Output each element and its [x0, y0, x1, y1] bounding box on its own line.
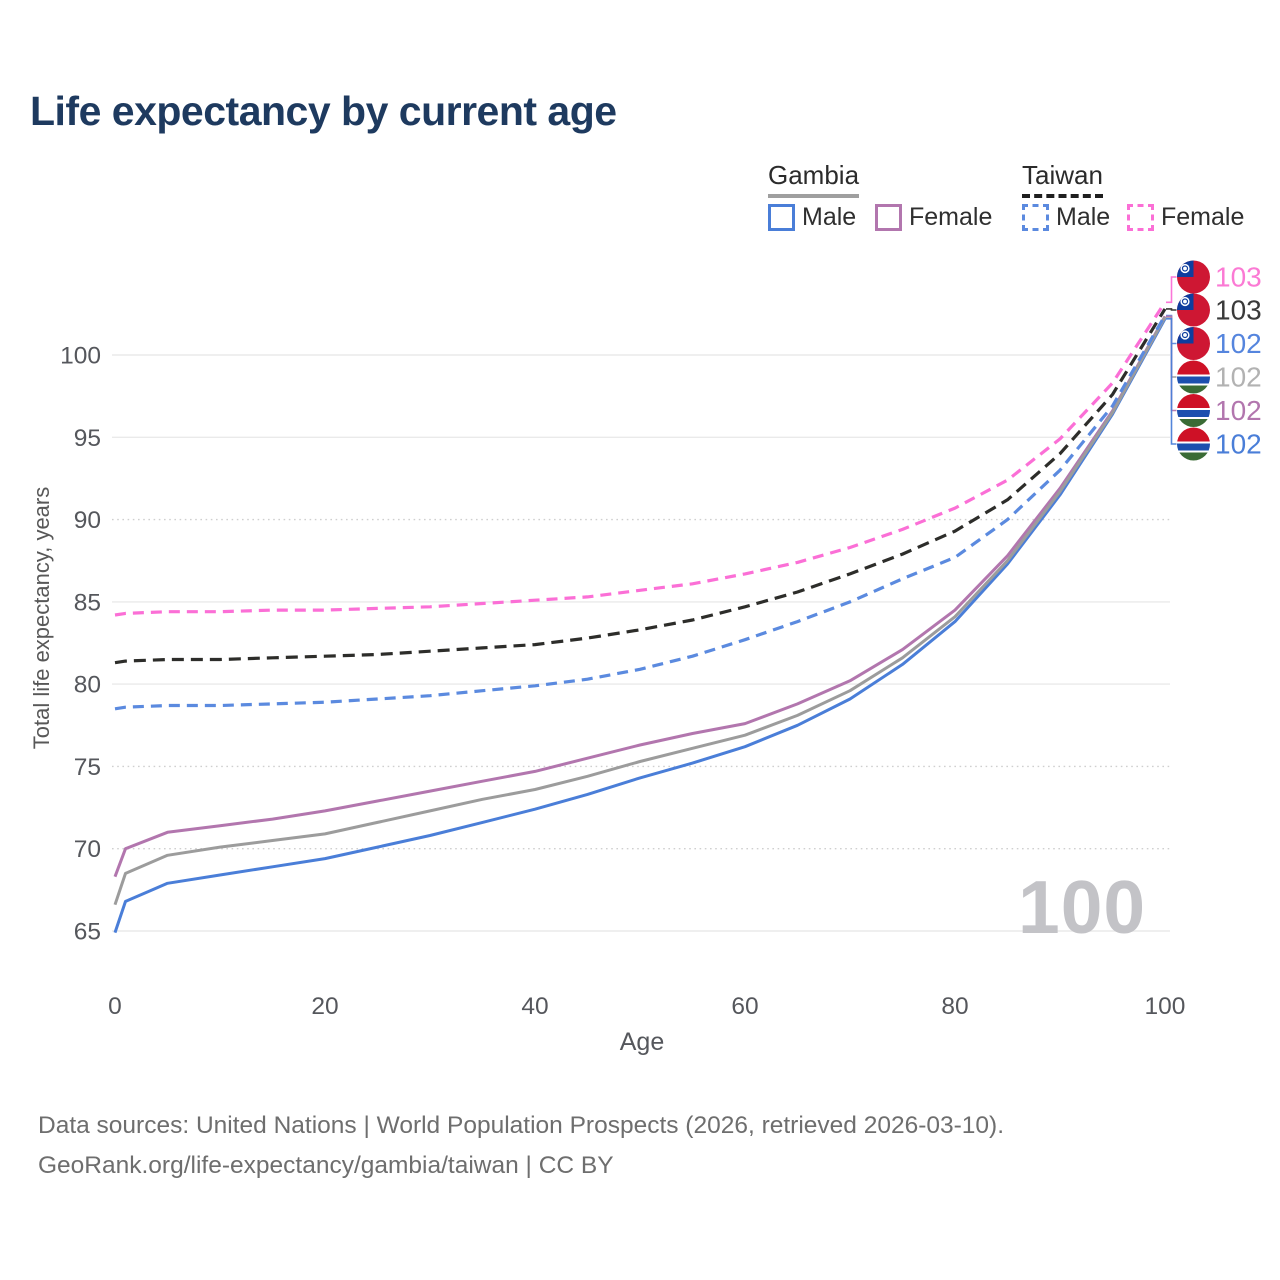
- gambia-male-swatch-icon: [768, 204, 795, 231]
- taiwan-flag-icon: [1177, 327, 1210, 360]
- taiwan-flag-icon: [1177, 260, 1210, 294]
- legend-item-label: Male: [802, 203, 857, 231]
- legend-group-taiwan-header: Taiwan: [1022, 160, 1103, 198]
- series-line-gambia-total[interactable]: [113, 316, 1167, 906]
- footer-data-sources: Data sources: United Nations | World Pop…: [38, 1112, 1005, 1139]
- series-line-gambia-male[interactable]: [113, 318, 1167, 934]
- y-tick-label: 80: [74, 672, 101, 699]
- gambia-flag-icon: [1177, 394, 1210, 427]
- end-value-label: 103: [1215, 295, 1262, 326]
- legend-taiwan-label: Taiwan: [1022, 160, 1103, 198]
- legend-item-taiwan-female[interactable]: Female: [1127, 203, 1244, 232]
- gambia-flag-icon: [1177, 360, 1210, 394]
- footer: Data sources: United Nations | World Pop…: [38, 1106, 1004, 1186]
- x-tick-label: 40: [521, 993, 548, 1020]
- x-tick-label: 0: [108, 993, 122, 1020]
- legend-item-label: Male: [1056, 203, 1111, 231]
- legend-item-label: Female: [909, 203, 993, 231]
- series-line-gambia-female[interactable]: [113, 315, 1167, 878]
- y-tick-label: 75: [74, 754, 101, 781]
- legend-gambia-label: Gambia: [768, 160, 860, 198]
- taiwan-flag-icon: [1177, 293, 1210, 327]
- legend-item-label: Female: [1161, 203, 1245, 231]
- y-tick-label: 65: [74, 919, 101, 946]
- gambia-female-swatch-icon: [875, 204, 902, 231]
- x-tick-label: 20: [311, 993, 338, 1020]
- page-title: Life expectancy by current age: [30, 88, 617, 134]
- y-tick-label: 85: [74, 589, 101, 616]
- label-leader-line: [1166, 276, 1177, 304]
- label-leader-line: [1166, 318, 1177, 445]
- end-value-label: 102: [1215, 395, 1262, 426]
- legend-item-gambia-male[interactable]: Male: [768, 203, 856, 232]
- taiwan-female-swatch-icon: [1127, 204, 1154, 231]
- series-line-taiwan-male[interactable]: [114, 314, 1167, 711]
- end-value-label: 102: [1215, 328, 1262, 359]
- x-axis-title: Age: [619, 1028, 665, 1056]
- y-tick-label: 100: [60, 343, 101, 370]
- gambia-flag-icon: [1177, 427, 1210, 461]
- end-value-label: 102: [1215, 362, 1262, 393]
- legend-group-gambia-header: Gambia: [768, 160, 860, 198]
- end-value-label: 103: [1215, 262, 1262, 293]
- y-tick-label: 70: [74, 836, 101, 863]
- age-watermark: 100: [1018, 865, 1147, 949]
- y-axis-title: Total life expectancy, years: [29, 486, 54, 750]
- label-leader-line: [1166, 308, 1177, 311]
- series-line-taiwan-female[interactable]: [114, 301, 1167, 617]
- legend-item-gambia-female[interactable]: Female: [875, 203, 992, 232]
- footer-attribution: GeoRank.org/life-expectancy/gambia/taiwa…: [38, 1152, 614, 1179]
- series-line-taiwan-total[interactable]: [114, 308, 1167, 665]
- x-tick-label: 80: [941, 993, 968, 1020]
- y-tick-label: 95: [74, 425, 101, 452]
- y-tick-label: 90: [74, 507, 101, 534]
- taiwan-male-swatch-icon: [1022, 204, 1049, 231]
- x-tick-label: 60: [731, 993, 758, 1020]
- end-value-label: 102: [1215, 429, 1262, 460]
- legend-item-taiwan-male[interactable]: Male: [1022, 203, 1110, 232]
- x-tick-label: 100: [1145, 993, 1186, 1020]
